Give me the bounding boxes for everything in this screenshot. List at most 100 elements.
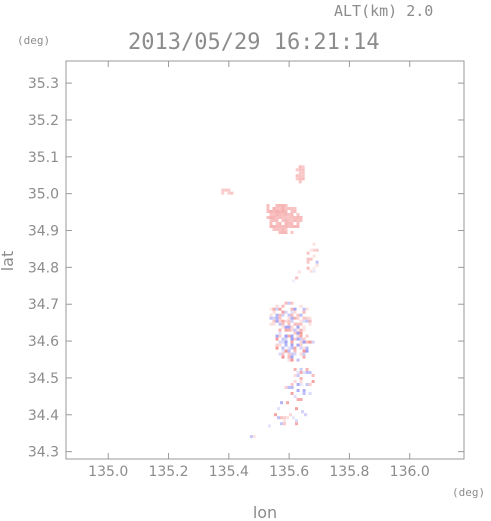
- radar-cell: [275, 210, 279, 213]
- y-tick-label: 35.2: [28, 113, 59, 129]
- radar-cell: [296, 334, 300, 338]
- radar-cell: [296, 222, 300, 225]
- radar-cell: [299, 313, 303, 317]
- radar-cell: [281, 340, 285, 344]
- radar-cell: [301, 171, 305, 175]
- radar-cell: [302, 346, 306, 350]
- radar-cell: [290, 346, 294, 350]
- radar-cell: [278, 216, 282, 219]
- radar-cell: [305, 307, 309, 311]
- radar-cell: [275, 204, 279, 207]
- x-tick-label: 135.8: [329, 464, 369, 480]
- radar-cell: [290, 328, 294, 332]
- x-unit-label: (deg): [452, 486, 485, 499]
- radar-cell: [269, 219, 273, 222]
- radar-cell: [281, 346, 285, 350]
- radar-cell: [295, 422, 298, 426]
- radar-cell: [290, 355, 294, 359]
- radar-cell: [284, 340, 288, 344]
- radar-cell: [290, 207, 294, 210]
- radar-cell: [269, 316, 273, 320]
- radar-cell: [272, 319, 276, 323]
- radar-cell: [284, 328, 288, 332]
- radar-cell: [227, 191, 231, 195]
- radar-cell: [287, 349, 291, 353]
- radar-cell: [281, 349, 285, 353]
- radar-cell: [230, 191, 234, 195]
- radar-cell: [296, 331, 300, 335]
- radar-cell: [290, 352, 294, 356]
- radar-cell: [290, 383, 294, 386]
- radar-cell: [281, 352, 285, 356]
- radar-cell: [290, 343, 294, 347]
- radar-cell: [301, 177, 305, 181]
- radar-cell: [287, 319, 291, 323]
- radar-cell: [292, 416, 295, 420]
- y-tick-label: 35.3: [28, 76, 59, 92]
- radar-cell: [302, 316, 306, 320]
- radar-cell: [287, 328, 291, 332]
- radar-cell: [283, 416, 286, 420]
- radar-cell: [275, 222, 279, 225]
- radar-cell: [290, 301, 294, 305]
- radar-cell: [281, 228, 285, 231]
- radar-cell: [278, 340, 282, 344]
- radar-cell: [284, 210, 288, 213]
- radar-cell: [301, 174, 305, 178]
- radar-cell: [299, 337, 303, 341]
- radar-cell: [305, 316, 309, 320]
- radar-cell: [284, 334, 288, 338]
- radar-cell: [278, 352, 282, 356]
- radar-cell: [281, 216, 285, 219]
- radar-cell: [293, 368, 297, 371]
- radar-cell: [278, 210, 282, 213]
- y-tick-label: 34.9: [28, 224, 59, 240]
- radar-cell: [221, 191, 225, 195]
- radar-cell: [281, 325, 285, 329]
- radar-cell: [275, 225, 279, 228]
- radar-cell: [275, 219, 279, 222]
- radar-cell: [284, 301, 288, 305]
- radar-cell: [302, 392, 306, 395]
- y-tick-label: 34.3: [28, 445, 59, 461]
- radar-cell: [301, 410, 304, 414]
- radar-cell: [299, 368, 303, 371]
- radar-cell: [299, 383, 303, 386]
- radar-cell: [309, 269, 313, 273]
- radar-cell: [306, 257, 310, 261]
- radar-cell: [278, 331, 282, 335]
- radar-cell: [299, 340, 303, 344]
- radar-cell: [274, 413, 277, 417]
- radar-cell: [302, 371, 306, 374]
- radar-cell: [312, 248, 316, 252]
- radar-cell: [278, 225, 282, 228]
- radar-cell: [275, 307, 279, 311]
- radar-cell: [278, 313, 282, 317]
- radar-cell: [275, 216, 279, 219]
- radar-cell: [287, 325, 291, 329]
- radar-cell: [287, 225, 291, 228]
- radar-cell: [308, 316, 312, 320]
- radar-cell: [296, 325, 300, 329]
- radar-cell: [278, 231, 282, 234]
- radar-cell: [295, 168, 299, 172]
- radar-cell: [272, 316, 276, 320]
- radar-cell: [290, 222, 294, 225]
- radar-cell: [272, 210, 276, 213]
- radar-cell: [293, 210, 297, 213]
- radar-cell: [312, 269, 316, 273]
- radar-cell: [275, 343, 279, 347]
- radar-cell: [281, 225, 285, 228]
- radar-cell: [281, 322, 285, 326]
- radar-cell: [284, 231, 288, 234]
- radar-cell: [308, 392, 312, 395]
- radar-cell: [302, 337, 306, 341]
- radar-cell: [299, 343, 303, 347]
- radar-cell: [301, 168, 305, 172]
- radar-cell: [272, 228, 276, 231]
- radar-cell: [293, 310, 297, 314]
- radar-cell: [278, 228, 282, 231]
- radar-cell: [281, 313, 285, 317]
- x-tick-label: 135.0: [88, 464, 128, 480]
- radar-cell: [299, 322, 303, 326]
